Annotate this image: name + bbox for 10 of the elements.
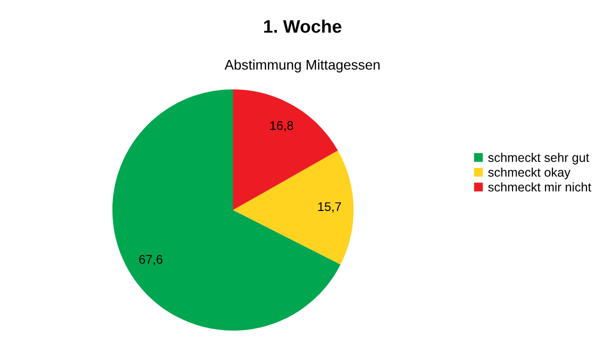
- legend-label: schmeckt sehr gut: [488, 152, 590, 164]
- pie-slice: [233, 150, 354, 265]
- data-label: 67,6: [139, 254, 162, 266]
- chart-title: 1. Woche: [264, 20, 342, 33]
- pie-slice: [112, 89, 341, 331]
- data-label: 15,7: [318, 202, 341, 213]
- chart-subtitle: Abstimmung Mittagessen: [224, 60, 380, 72]
- legend-label: schmeckt mir nicht: [488, 182, 592, 192]
- data-label: 16,8: [270, 121, 294, 132]
- legend-label: schmeckt okay: [488, 168, 570, 180]
